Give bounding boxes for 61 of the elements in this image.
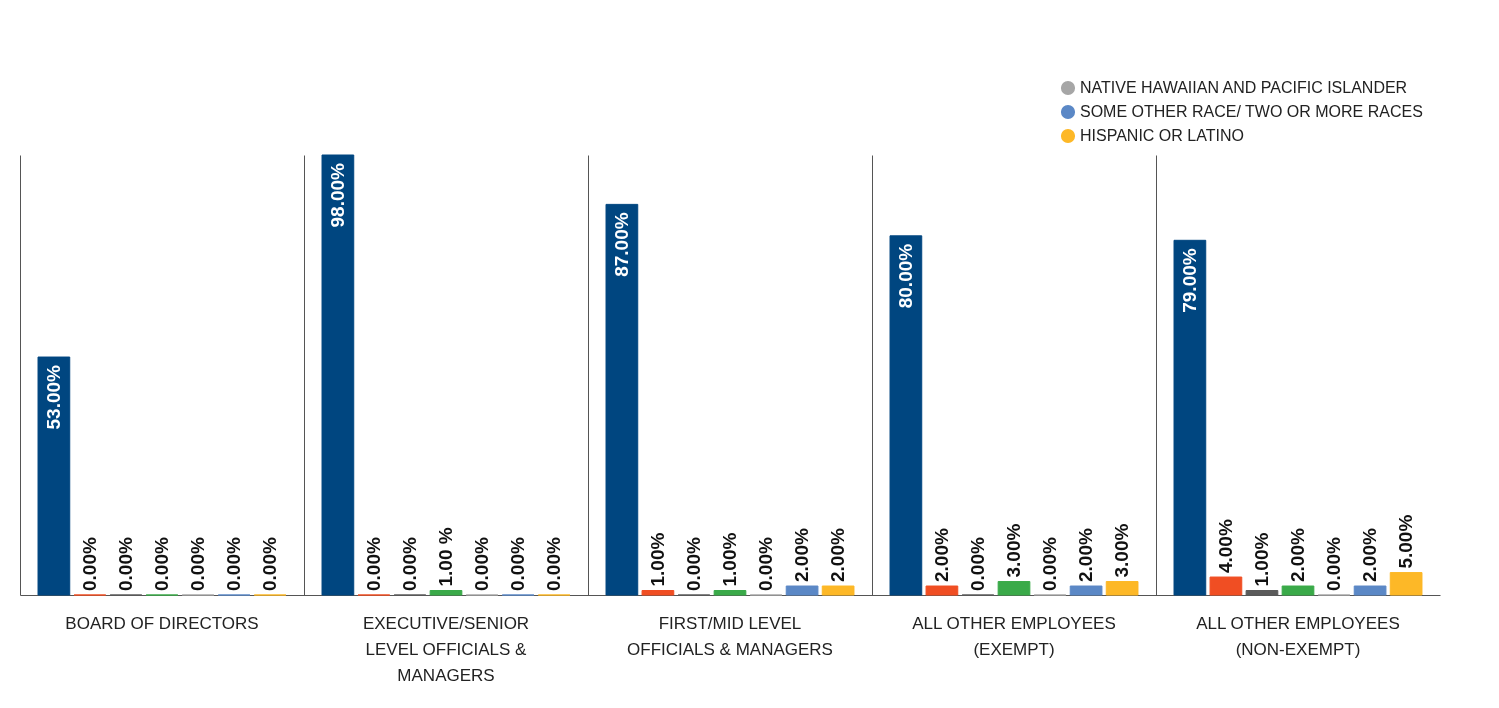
- bar: [821, 585, 855, 596]
- bar: [1105, 581, 1139, 596]
- data-label: 0.00%: [362, 537, 384, 591]
- bar: [1281, 585, 1315, 596]
- data-label: 0.00%: [966, 537, 988, 591]
- data-label: 80.00%: [894, 243, 916, 309]
- data-label: 2.00%: [1075, 528, 1097, 583]
- data-label: 2.00%: [791, 528, 813, 583]
- bar: [321, 154, 355, 596]
- x-tick-label: EXECUTIVE/SENIOR LEVEL OFFICIALS & MANAGERS: [362, 613, 530, 685]
- data-label: 0.00%: [114, 537, 136, 591]
- legend-label: NATIVE HAWAIIAN AND PACIFIC ISLANDER: [1080, 79, 1408, 96]
- bar: [785, 585, 819, 596]
- data-label: 5.00%: [1395, 514, 1417, 569]
- data-label: 0.00%: [187, 537, 209, 591]
- legend-label: HISPANIC OR LATINO: [1080, 127, 1244, 144]
- bar: [1353, 585, 1387, 596]
- bar: [37, 356, 71, 596]
- data-label: 0.00%: [78, 537, 100, 591]
- data-label: 0.00%: [259, 537, 281, 591]
- x-tick-label: FIRST/MID LEVEL OFFICIALS & MANAGERS: [627, 613, 833, 659]
- data-label: 2.00%: [1359, 528, 1381, 583]
- bar: [925, 585, 959, 596]
- data-label: 79.00%: [1178, 248, 1200, 313]
- bar: [713, 590, 747, 596]
- data-label: 0.00%: [471, 537, 493, 591]
- data-label: 1.00 %: [435, 527, 456, 587]
- data-label: 0.00%: [1323, 537, 1345, 591]
- data-label: 0.00%: [1039, 537, 1061, 591]
- data-label: 0.00%: [151, 537, 172, 591]
- bar: [605, 203, 639, 596]
- legend-label: SOME OTHER RACE/ TWO OR MORE RACES: [1080, 103, 1423, 120]
- data-label: 1.00%: [1250, 532, 1272, 587]
- data-label: 2.00%: [827, 528, 849, 583]
- x-tick-label: BOARD OF DIRECTORS: [65, 613, 259, 633]
- data-label: 0.00%: [682, 537, 704, 591]
- data-label: 53.00%: [42, 364, 64, 430]
- data-label: 98.00%: [326, 162, 348, 228]
- data-label: 0.00%: [398, 537, 420, 591]
- data-label: 0.00%: [507, 537, 529, 591]
- bar: [429, 590, 463, 596]
- data-label: 4.00%: [1214, 519, 1236, 574]
- data-label: 0.00%: [543, 537, 565, 591]
- data-label: 87.00%: [610, 212, 632, 277]
- bar: [1209, 576, 1243, 596]
- bar: [1069, 585, 1103, 596]
- x-tick-label: ALL OTHER EMPLOYEES (EXEMPT): [912, 613, 1116, 659]
- bar: [1389, 572, 1423, 596]
- data-label: 1.00%: [646, 532, 668, 587]
- data-label: 2.00%: [1287, 528, 1308, 583]
- data-label: 0.00%: [223, 537, 245, 591]
- bar: [641, 590, 675, 596]
- bar: [1173, 239, 1207, 596]
- data-label: 1.00%: [719, 532, 740, 587]
- bar: [997, 581, 1031, 596]
- data-label: 2.00%: [930, 528, 952, 583]
- x-tick-label: ALL OTHER EMPLOYEES (NON-EXEMPT): [1196, 613, 1400, 659]
- bar: [889, 235, 923, 596]
- data-label: 3.00%: [1003, 523, 1024, 578]
- data-label: 0.00%: [755, 537, 777, 591]
- data-label: 3.00%: [1111, 523, 1133, 578]
